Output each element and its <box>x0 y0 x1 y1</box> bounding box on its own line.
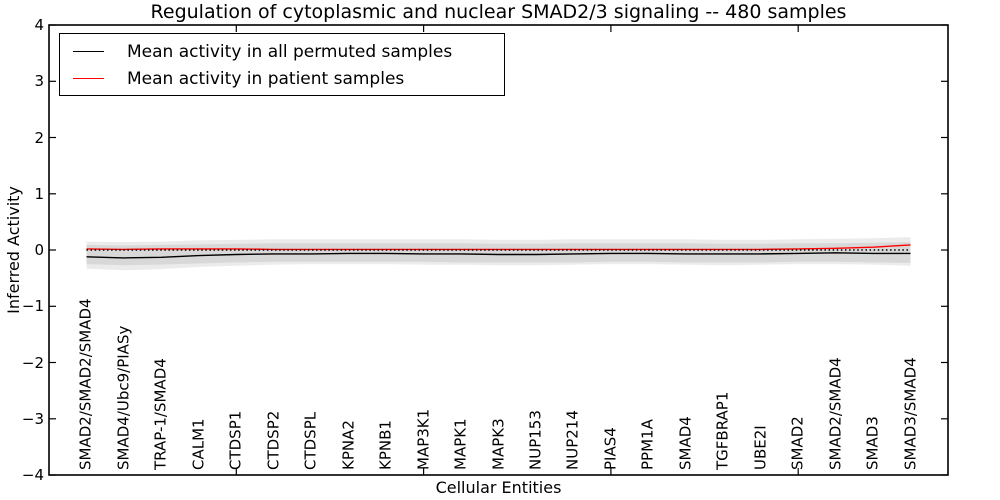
y-tick-label: −2 <box>21 353 44 372</box>
y-tick-label: −3 <box>21 409 44 428</box>
y-tick-label: 4 <box>34 16 44 34</box>
x-category-label: KPNA2 <box>339 420 358 470</box>
x-category-label: CTDSPL <box>301 411 320 470</box>
x-category-label: MAPK1 <box>451 418 470 470</box>
x-category-label: SMAD4/Ubc9/PIASy <box>114 325 133 470</box>
x-category-label: PIAS4 <box>601 427 620 470</box>
x-category-label: MAP3K1 <box>414 408 433 470</box>
legend-item-patient: Mean activity in patient samples <box>60 65 504 92</box>
x-category-label: NUP214 <box>563 410 582 470</box>
x-category-label: TGFBRAP1 <box>713 391 732 470</box>
x-category-label: CTDSP1 <box>226 410 245 470</box>
y-tick-label: −4 <box>21 466 44 484</box>
x-category-label: SMAD2/SMAD2/SMAD4 <box>76 298 95 470</box>
patient-line-sample <box>73 78 104 79</box>
x-category-label: MAPK3 <box>489 418 507 470</box>
x-axis-label: Cellular Entities <box>435 478 562 497</box>
legend-label: Mean activity in all permuted samples <box>127 41 453 62</box>
x-category-label: TRAP-1/SMAD4 <box>151 358 170 470</box>
y-tick-label: 2 <box>34 128 44 147</box>
y-tick-label: 1 <box>34 184 44 203</box>
x-category-label: SMAD3/SMAD4 <box>901 357 920 470</box>
permuted-mean-line <box>86 252 911 259</box>
y-tick-label: 3 <box>34 72 44 91</box>
plot-frame <box>48 24 949 476</box>
x-category-label: KPNB1 <box>376 420 395 470</box>
x-category-label: SMAD2/SMAD4 <box>826 357 845 470</box>
y-tick-label: −1 <box>21 297 44 316</box>
patient-std-band <box>86 237 911 266</box>
legend-label: Mean activity in patient samples <box>127 68 405 89</box>
chart-title: Regulation of cytoplasmic and nuclear SM… <box>150 1 847 23</box>
x-category-label: SMAD4 <box>676 416 695 470</box>
patient-mean-line <box>86 244 911 251</box>
x-category-label: CTDSP2 <box>264 410 283 470</box>
x-category-label: NUP153 <box>526 410 545 470</box>
legend-item-permuted: Mean activity in all permuted samples <box>60 38 504 65</box>
y-tick-label: 0 <box>34 241 44 259</box>
legend: Mean activity in all permuted samples Me… <box>59 33 505 96</box>
x-category-label: CALM1 <box>189 418 208 470</box>
permuted-line-sample <box>73 51 104 52</box>
x-category-label: SMAD2 <box>788 416 807 470</box>
x-category-label: PPM1A <box>638 419 657 470</box>
x-category-label: SMAD3 <box>863 416 882 470</box>
x-category-label: UBE2I <box>751 425 770 470</box>
